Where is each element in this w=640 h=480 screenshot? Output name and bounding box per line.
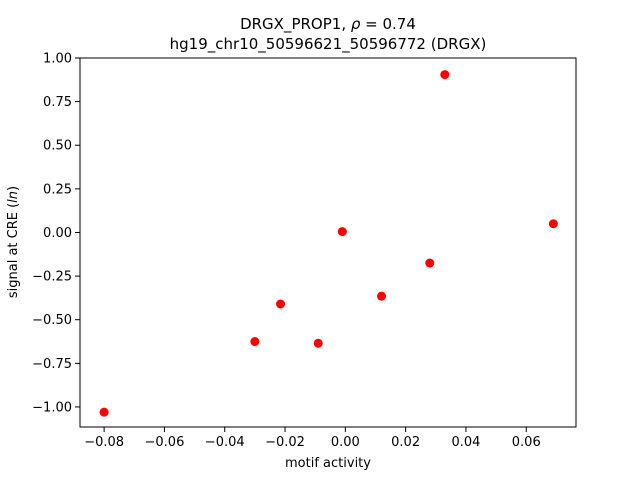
y-axis-label-prefix: signal at CRE ( — [6, 203, 21, 298]
x-tick-label: −0.06 — [145, 435, 185, 450]
data-point — [313, 338, 323, 348]
title-prefix: DRGX_PROP1, — [240, 15, 351, 34]
data-point — [548, 219, 558, 229]
y-tick-label: 0.75 — [43, 95, 72, 110]
title-suffix: = 0.74 — [360, 15, 416, 33]
y-axis-label: signal at CRE (ln) — [6, 186, 21, 298]
y-tick-label: 0.50 — [43, 139, 72, 154]
x-tick-label: −0.08 — [84, 435, 124, 450]
y-tick-label: 0.00 — [43, 226, 72, 241]
data-point — [425, 258, 435, 268]
data-point — [337, 227, 347, 237]
x-tick-label: 0.02 — [391, 435, 420, 450]
data-point — [99, 407, 109, 417]
data-point — [276, 299, 286, 309]
data-point — [377, 291, 387, 301]
y-tick-label: −0.25 — [32, 270, 72, 285]
x-tick-label: 0.06 — [512, 435, 541, 450]
x-tick-label: 0.04 — [451, 435, 480, 450]
x-tick-label: −0.04 — [205, 435, 245, 450]
plot-frame — [79, 57, 577, 428]
data-point — [250, 337, 260, 347]
title-rho: ρ — [351, 15, 361, 33]
data-point — [440, 70, 450, 80]
y-tick-label: −0.50 — [32, 313, 72, 328]
y-tick-label: −0.75 — [32, 357, 72, 372]
y-tick-label: 1.00 — [43, 52, 72, 67]
x-tick-label: 0.00 — [331, 435, 360, 450]
plot-area: −0.08 −0.06 −0.04 −0.02 0.00 0.02 0.04 0.06 −1.0… — [32, 52, 577, 450]
y-tick-label: −1.00 — [32, 400, 72, 415]
x-tick-label: −0.02 — [265, 435, 305, 450]
x-axis-label: motif activity — [285, 456, 371, 471]
chart-title-line2: hg19_chr10_50596621_50596772 (DRGX) — [170, 35, 487, 54]
y-tick-label: 0.25 — [43, 182, 72, 197]
y-axis-label-suffix: ) — [6, 186, 21, 191]
chart-title-line1: DRGX_PROP1, ρ = 0.74 — [240, 15, 416, 34]
y-axis-label-ln: ln — [6, 191, 21, 203]
